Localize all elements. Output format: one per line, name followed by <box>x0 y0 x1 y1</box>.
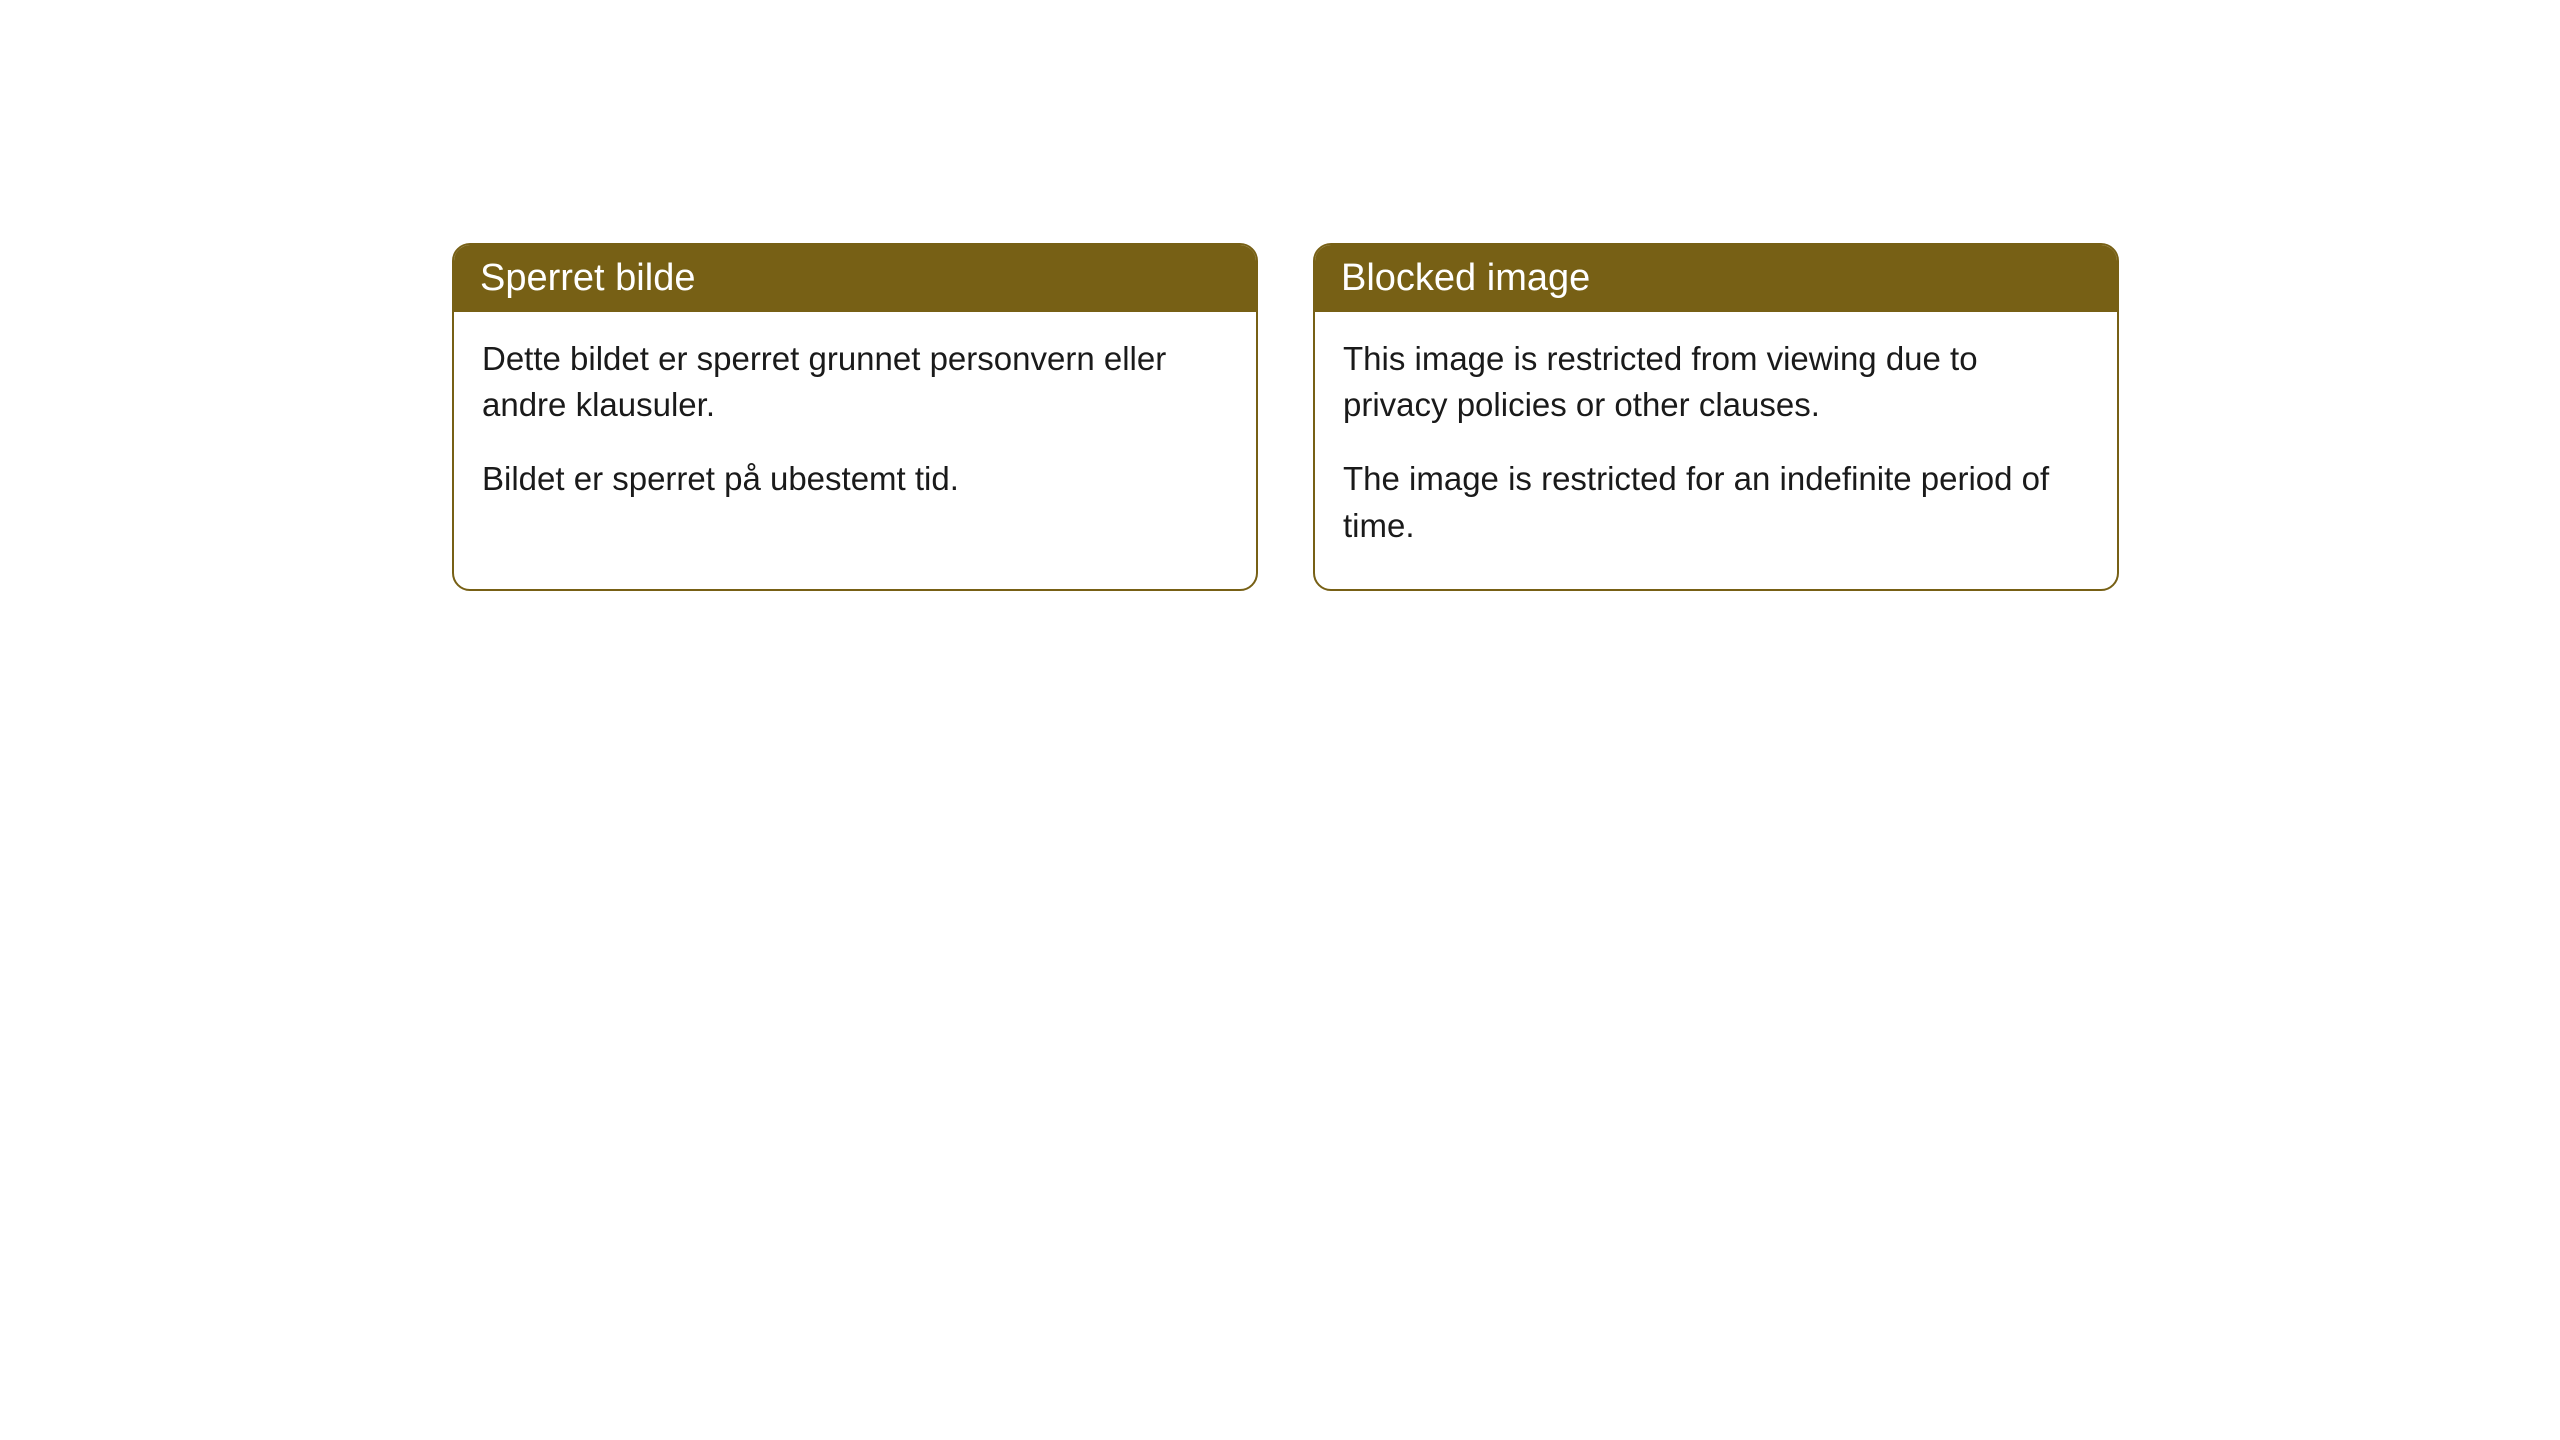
card-title: Blocked image <box>1341 257 1590 299</box>
card-paragraph-1: This image is restricted from viewing du… <box>1343 336 2089 428</box>
card-header-norwegian: Sperret bilde <box>454 245 1256 312</box>
card-paragraph-2: Bildet er sperret på ubestemt tid. <box>482 456 1228 502</box>
card-paragraph-1: Dette bildet er sperret grunnet personve… <box>482 336 1228 428</box>
notice-cards-container: Sperret bilde Dette bildet er sperret gr… <box>0 0 2560 591</box>
blocked-image-card-english: Blocked image This image is restricted f… <box>1313 243 2119 591</box>
card-header-english: Blocked image <box>1315 245 2117 312</box>
card-body-norwegian: Dette bildet er sperret grunnet personve… <box>454 312 1256 543</box>
card-paragraph-2: The image is restricted for an indefinit… <box>1343 456 2089 548</box>
card-title: Sperret bilde <box>480 257 695 299</box>
card-body-english: This image is restricted from viewing du… <box>1315 312 2117 589</box>
blocked-image-card-norwegian: Sperret bilde Dette bildet er sperret gr… <box>452 243 1258 591</box>
